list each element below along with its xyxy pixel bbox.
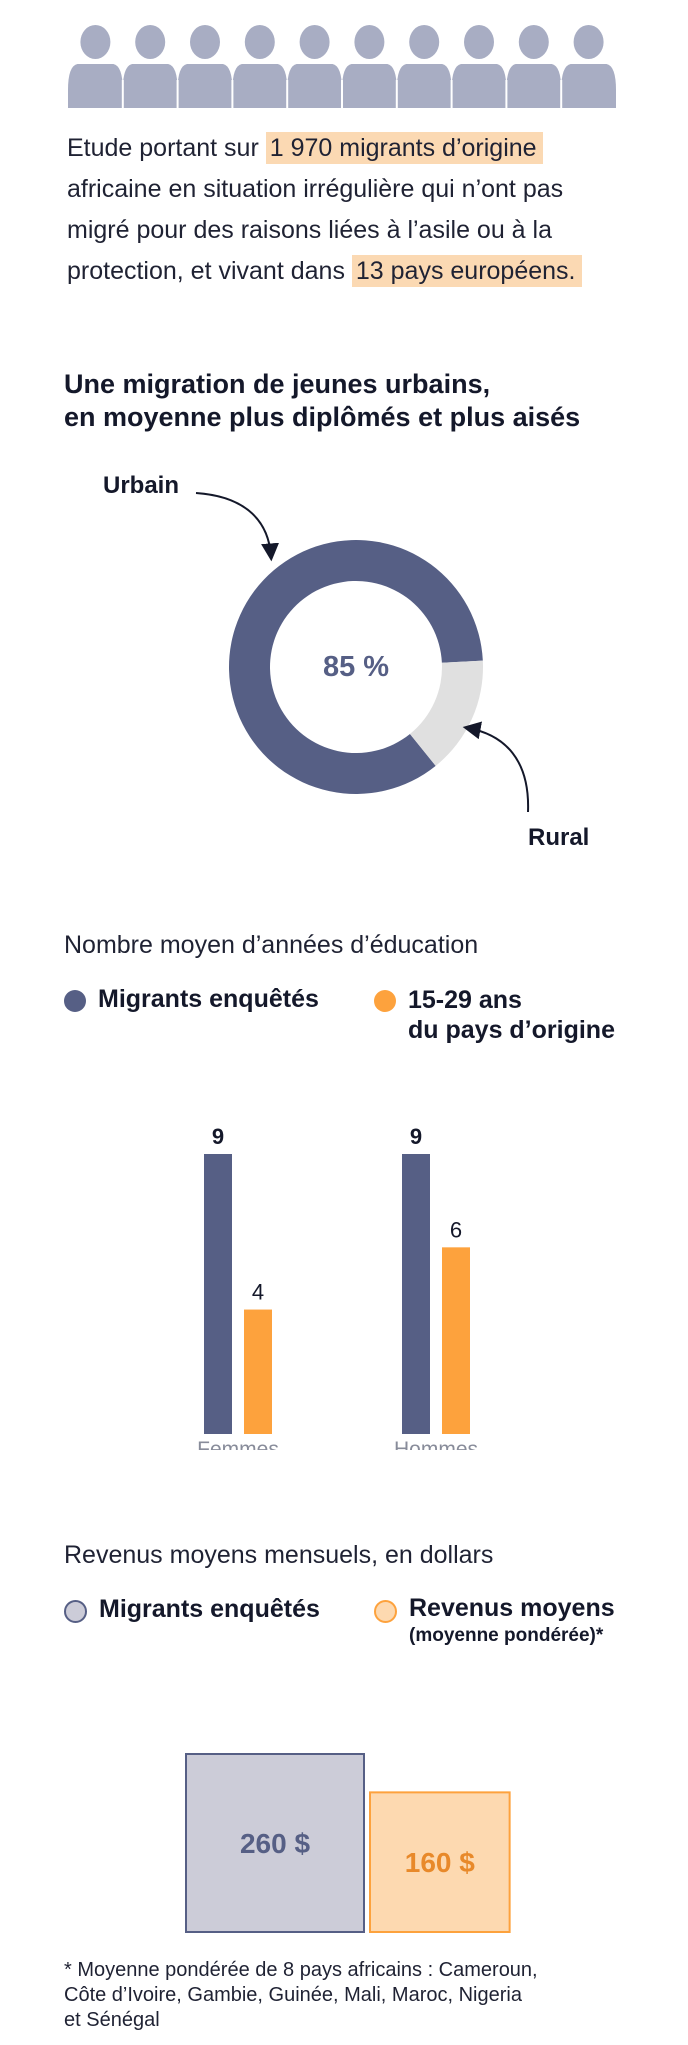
bar-value-label: 9 bbox=[410, 1124, 422, 1149]
legend-income-average-sub: (moyenne pondérée)* bbox=[409, 1625, 604, 1646]
legend-15-29-line1: 15-29 ans bbox=[408, 986, 522, 1014]
donut-center-label: 85 % bbox=[323, 651, 389, 683]
bar-value-label: 4 bbox=[252, 1280, 264, 1305]
legend-dot-gray bbox=[64, 1600, 87, 1623]
person-silhouette-icon bbox=[505, 25, 562, 108]
highlight-migrants-count: 1 970 migrants d’origine bbox=[265, 132, 543, 164]
footnote-line2: Côte d’Ivoire, Gambie, Guinée, Mali, Mar… bbox=[64, 1984, 522, 2006]
education-chart-title: Nombre moyen d’années d’éducation bbox=[64, 931, 479, 959]
income-square-1 bbox=[369, 1791, 511, 1933]
income-value-label: 260 $ bbox=[240, 1828, 310, 1859]
section-title: Une migration de jeunes urbains, en moye… bbox=[64, 368, 664, 434]
donut-label-rural: Rural bbox=[528, 824, 589, 851]
person-silhouette-icon bbox=[176, 25, 233, 108]
legend-dot-orange bbox=[374, 990, 396, 1012]
bar-femmes-series-1 bbox=[244, 1309, 272, 1434]
person-silhouette-icon bbox=[341, 25, 397, 108]
arrow-urbain bbox=[195, 492, 280, 562]
bar-femmes-series-0 bbox=[204, 1154, 232, 1434]
legend-15-29-ans: 15-29 ans du pays d’origine bbox=[374, 985, 615, 1045]
legend-income-average-label: Revenus moyens bbox=[409, 1594, 615, 1622]
legend-migrants-label: Migrants enquêtés bbox=[98, 985, 319, 1013]
donut-slice-rural bbox=[409, 660, 483, 766]
bar-value-label: 9 bbox=[212, 1124, 224, 1149]
category-label-hommes: Hommes bbox=[394, 1438, 478, 1450]
legend-15-29-line2: du pays d’origine bbox=[408, 1016, 615, 1044]
person-silhouette-icon bbox=[286, 25, 342, 108]
person-silhouette-icon bbox=[395, 25, 452, 108]
section-title-line1: Une migration de jeunes urbains, bbox=[64, 369, 491, 399]
donut-chart: 85 % Urbain Rural bbox=[103, 472, 589, 851]
person-silhouette-icon bbox=[560, 25, 616, 108]
arrow-rural bbox=[462, 721, 530, 813]
legend-income-migrants: Migrants enquêtés bbox=[64, 1595, 320, 1624]
donut-slice-urbain bbox=[229, 539, 483, 794]
intro-text-before: Etude portant sur bbox=[67, 134, 266, 162]
person-silhouette-icon bbox=[231, 25, 288, 108]
person-silhouette-icon bbox=[121, 25, 178, 108]
education-bar-chart: 9 4 Femmes 9 6 Hommes bbox=[197, 1124, 478, 1450]
legend-dot-navy bbox=[64, 990, 86, 1012]
intro-paragraph: Etude portant sur 1 970 migrants d’origi… bbox=[67, 128, 627, 292]
bar-hommes-series-0 bbox=[402, 1154, 430, 1434]
legend-migrants-enquetes: Migrants enquêtés bbox=[64, 985, 319, 1014]
intro-text-middle: africaine en situation irrégulière qui n… bbox=[67, 175, 564, 285]
person-silhouette-icon bbox=[450, 25, 507, 108]
income-chart-title: Revenus moyens mensuels, en dollars bbox=[64, 1541, 494, 1569]
people-icons-row bbox=[68, 25, 616, 108]
person-silhouette-icon bbox=[68, 25, 123, 108]
income-value-label: 160 $ bbox=[405, 1847, 475, 1878]
footnote: * Moyenne pondérée de 8 pays africains :… bbox=[64, 1958, 664, 2033]
category-label-femmes: Femmes bbox=[197, 1438, 279, 1450]
bar-value-label: 6 bbox=[450, 1217, 462, 1242]
income-square-0 bbox=[185, 1753, 365, 1933]
footnote-line1: * Moyenne pondérée de 8 pays africains :… bbox=[64, 1959, 538, 1981]
footnote-line3: et Sénégal bbox=[64, 2009, 160, 2031]
highlight-countries-count: 13 pays européens. bbox=[351, 255, 582, 287]
donut-label-urbain: Urbain bbox=[103, 472, 179, 499]
legend-income-average: Revenus moyens (moyenne pondérée)* bbox=[374, 1595, 615, 1649]
legend-dot-peach bbox=[374, 1600, 397, 1623]
income-squares-chart: 260 $ 160 $ bbox=[185, 1753, 511, 1933]
bar-hommes-series-1 bbox=[442, 1247, 470, 1434]
section-title-line2: en moyenne plus diplômés et plus aisés bbox=[64, 402, 581, 432]
legend-income-migrants-label: Migrants enquêtés bbox=[99, 1595, 320, 1623]
